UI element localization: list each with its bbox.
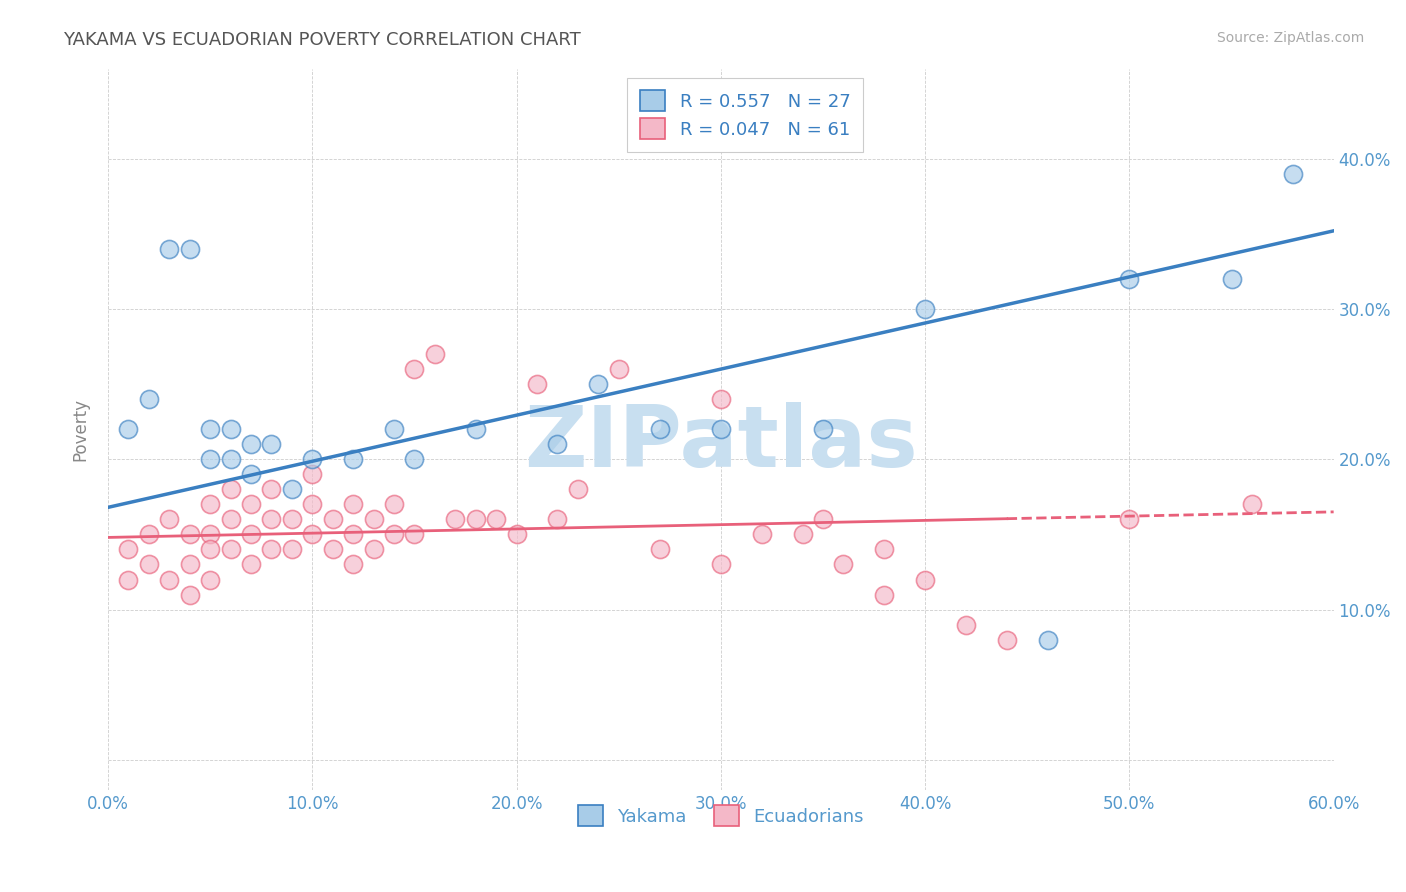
Point	[240, 558, 263, 572]
Point	[198, 542, 221, 557]
Text: ZIPatlas: ZIPatlas	[524, 402, 918, 485]
Point	[240, 527, 263, 541]
Point	[198, 452, 221, 467]
Point	[404, 362, 426, 376]
Point	[117, 422, 139, 436]
Point	[485, 512, 508, 526]
Point	[301, 497, 323, 511]
Point	[260, 483, 283, 497]
Point	[1036, 632, 1059, 647]
Point	[464, 512, 486, 526]
Point	[179, 527, 201, 541]
Point	[1240, 497, 1263, 511]
Point	[505, 527, 527, 541]
Point	[240, 467, 263, 482]
Point	[832, 558, 855, 572]
Y-axis label: Poverty: Poverty	[72, 398, 89, 460]
Point	[648, 422, 671, 436]
Point	[198, 497, 221, 511]
Point	[219, 452, 242, 467]
Point	[382, 422, 405, 436]
Point	[260, 542, 283, 557]
Point	[138, 392, 160, 406]
Point	[710, 392, 733, 406]
Point	[138, 558, 160, 572]
Point	[342, 452, 364, 467]
Point	[1118, 512, 1140, 526]
Point	[363, 542, 385, 557]
Point	[157, 512, 180, 526]
Point	[240, 437, 263, 451]
Point	[198, 573, 221, 587]
Point	[444, 512, 467, 526]
Point	[219, 512, 242, 526]
Point	[1281, 167, 1303, 181]
Point	[363, 512, 385, 526]
Point	[281, 512, 304, 526]
Point	[382, 527, 405, 541]
Point	[157, 573, 180, 587]
Point	[117, 573, 139, 587]
Point	[342, 497, 364, 511]
Point	[914, 573, 936, 587]
Point	[873, 588, 896, 602]
Point	[219, 542, 242, 557]
Point	[301, 467, 323, 482]
Point	[586, 377, 609, 392]
Point	[1220, 272, 1243, 286]
Point	[792, 527, 814, 541]
Point	[873, 542, 896, 557]
Point	[198, 422, 221, 436]
Point	[342, 527, 364, 541]
Point	[546, 437, 568, 451]
Point	[811, 422, 834, 436]
Point	[301, 527, 323, 541]
Point	[179, 242, 201, 256]
Point	[1118, 272, 1140, 286]
Point	[301, 452, 323, 467]
Point	[138, 527, 160, 541]
Point	[219, 483, 242, 497]
Point	[322, 512, 344, 526]
Point	[342, 558, 364, 572]
Point	[157, 242, 180, 256]
Point	[281, 542, 304, 557]
Point	[260, 437, 283, 451]
Point	[382, 497, 405, 511]
Point	[179, 558, 201, 572]
Point	[179, 588, 201, 602]
Point	[546, 512, 568, 526]
Point	[607, 362, 630, 376]
Point	[914, 301, 936, 316]
Point	[567, 483, 589, 497]
Point	[260, 512, 283, 526]
Point	[281, 483, 304, 497]
Point	[404, 527, 426, 541]
Point	[648, 542, 671, 557]
Point	[240, 497, 263, 511]
Point	[198, 527, 221, 541]
Legend: Yakama, Ecuadorians: Yakama, Ecuadorians	[568, 796, 873, 835]
Point	[751, 527, 773, 541]
Point	[955, 617, 977, 632]
Text: Source: ZipAtlas.com: Source: ZipAtlas.com	[1216, 31, 1364, 45]
Point	[526, 377, 548, 392]
Text: YAKAMA VS ECUADORIAN POVERTY CORRELATION CHART: YAKAMA VS ECUADORIAN POVERTY CORRELATION…	[63, 31, 581, 49]
Point	[464, 422, 486, 436]
Point	[117, 542, 139, 557]
Point	[404, 452, 426, 467]
Point	[219, 422, 242, 436]
Point	[995, 632, 1018, 647]
Point	[710, 422, 733, 436]
Point	[322, 542, 344, 557]
Point	[710, 558, 733, 572]
Point	[811, 512, 834, 526]
Point	[423, 347, 446, 361]
